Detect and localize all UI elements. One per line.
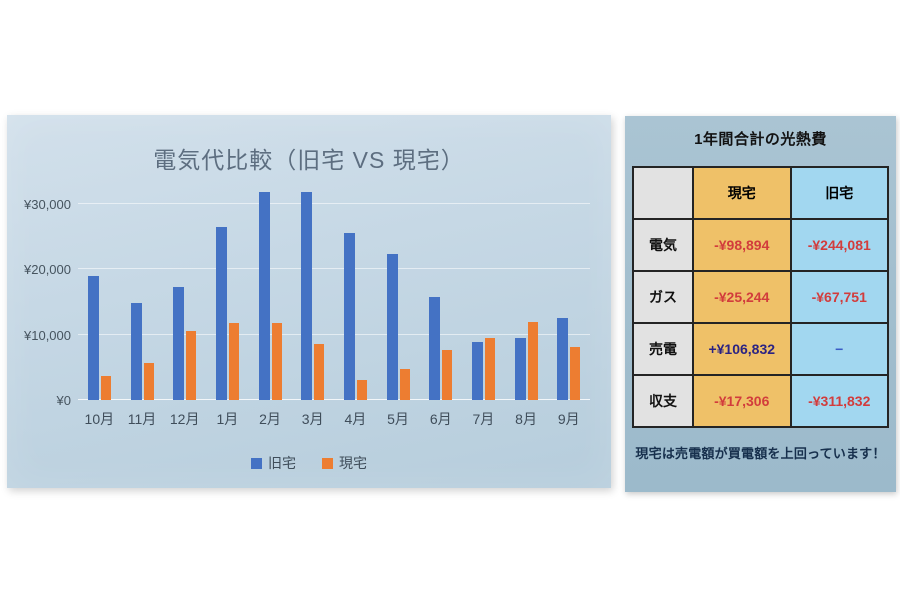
gas-old-value: -¥67,751 (789, 270, 889, 324)
header-empty-cell (632, 166, 694, 220)
bar-old-8月 (514, 338, 526, 400)
y-tick-label: ¥30,000 (24, 196, 71, 212)
bar-old-12月 (173, 287, 185, 400)
row-label: 電気 (632, 218, 694, 272)
bar-current-5月 (399, 369, 410, 400)
legend-swatch-icon (251, 457, 262, 469)
row-label: 収支 (632, 374, 694, 428)
bar-group (121, 171, 164, 400)
category-label: 10月 (84, 411, 115, 427)
legend-label: 旧宅 (268, 455, 296, 471)
table-header-row: 現宅 旧宅 (632, 166, 889, 220)
gridline (78, 333, 590, 335)
category-label: 2月 (259, 411, 281, 427)
bar-group (505, 171, 548, 400)
sales-old-value: − (789, 322, 889, 376)
bar-current-4月 (356, 380, 367, 400)
header-current-home: 現宅 (692, 166, 792, 220)
bar-old-6月 (429, 297, 441, 400)
bar-group (334, 171, 377, 400)
balance-current-value: -¥17,306 (692, 374, 792, 428)
category-label: 6月 (429, 411, 452, 427)
bar-current-6月 (442, 350, 453, 400)
bar-group (163, 171, 206, 400)
bar-old-11月 (130, 303, 142, 400)
bar-old-4月 (343, 233, 355, 400)
table-row-balance: 収支 -¥17,306 -¥311,832 (632, 374, 889, 428)
bar-group (462, 171, 505, 400)
bar-current-9月 (570, 347, 581, 400)
bar-group (377, 171, 420, 400)
y-tick-label: ¥10,000 (24, 327, 71, 343)
bar-current-11月 (143, 363, 154, 400)
bar-current-7月 (484, 338, 495, 400)
table-row-gas: ガス -¥25,244 -¥67,751 (632, 270, 889, 324)
bar-group (419, 171, 462, 400)
bar-group (206, 171, 249, 400)
category-label: 3月 (301, 411, 324, 427)
category-label: 12月 (169, 411, 200, 427)
summary-footnote: 現宅は売電額が買電額を上回っています！ (635, 446, 886, 461)
row-label: ガス (632, 270, 694, 324)
gridline (78, 399, 590, 400)
chart-legend: 旧宅 現宅 (7, 453, 611, 473)
bar-old-1月 (215, 227, 227, 400)
gas-current-value: -¥25,244 (692, 270, 792, 324)
bar-old-10月 (87, 276, 99, 400)
summary-title: 1年間合計の光熱費 (694, 131, 827, 148)
category-label: 5月 (387, 411, 409, 427)
x-axis-category-labels: 10月 11月 12月 1月 2月 3月 4月 5月 6月 7月 8月 9月 (78, 409, 590, 429)
gridline (78, 202, 590, 204)
category-label: 7月 (472, 411, 495, 427)
bar-group (78, 171, 121, 400)
category-label: 4月 (344, 411, 367, 427)
gridline (78, 268, 590, 270)
chart-title: 電気代比較（旧宅 VS 現宅） (153, 147, 465, 173)
bar-old-3月 (301, 192, 313, 400)
legend-swatch-icon (322, 457, 333, 469)
bar-current-10月 (100, 376, 111, 400)
category-label: 9月 (557, 411, 580, 427)
balance-old-value: -¥311,832 (789, 374, 889, 428)
bar-old-9月 (557, 318, 569, 400)
bar-current-3月 (314, 344, 325, 400)
bar-current-12月 (186, 331, 197, 400)
electricity-comparison-chart-panel: 電気代比較（旧宅 VS 現宅） ¥0 ¥10,000 ¥20,000 ¥30,000 … (7, 115, 611, 488)
electricity-old-value: -¥244,081 (789, 218, 889, 272)
bar-groups (78, 171, 590, 400)
legend-item-old: 旧宅 (251, 453, 296, 473)
bar-current-1月 (228, 323, 239, 400)
y-axis-tick-labels: ¥0 ¥10,000 ¥20,000 ¥30,000 (9, 171, 71, 408)
bar-current-2月 (271, 323, 282, 400)
bar-group (249, 171, 292, 400)
bar-group (291, 171, 334, 400)
legend-label: 現宅 (339, 455, 367, 471)
y-tick-label: ¥0 (56, 393, 71, 408)
bar-group (547, 171, 590, 400)
legend-item-current: 現宅 (322, 453, 367, 473)
category-label: 8月 (515, 411, 537, 427)
annual-utility-summary-panel: 1年間合計の光熱費 現宅 旧宅 電気 -¥98,894 -¥244,081 ガス… (625, 116, 896, 492)
utility-cost-table: 現宅 旧宅 電気 -¥98,894 -¥244,081 ガス -¥25,244 … (632, 166, 889, 428)
electricity-current-value: -¥98,894 (692, 218, 792, 272)
table-row-electricity-sales: 売電 +¥106,832 − (632, 322, 889, 376)
sales-current-value: +¥106,832 (692, 322, 792, 376)
row-label: 売電 (632, 322, 694, 376)
category-label: 1月 (216, 411, 239, 427)
bar-current-8月 (527, 322, 538, 400)
chart-plot-area (78, 171, 590, 400)
category-label: 11月 (127, 411, 157, 427)
bar-old-5月 (386, 254, 398, 400)
header-old-home: 旧宅 (789, 166, 889, 220)
bar-old-7月 (471, 342, 483, 400)
y-tick-label: ¥20,000 (24, 262, 71, 278)
table-row-electricity: 電気 -¥98,894 -¥244,081 (632, 218, 889, 272)
bar-old-2月 (258, 192, 270, 400)
